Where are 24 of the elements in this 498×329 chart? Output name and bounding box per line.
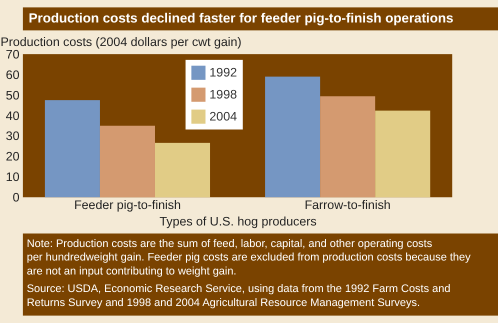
chart-title: Production costs declined faster for feeder pig-to-finish operations — [28, 10, 454, 26]
bar — [154, 142, 210, 198]
text: Note: Production costs are the sum of feed, labor, capital, and other operating costs per hundredweight gain. Feeder pig costs are excluded from production costs because they are not an input contributing to weight gain. — [26, 238, 472, 278]
legend-label: 1998 — [209, 88, 238, 102]
y-tick-label: 60 — [6, 68, 20, 82]
y-tick-label: 0 — [12, 190, 20, 205]
bar — [100, 126, 155, 198]
x-axis-title: Types of U.S. hog producers — [160, 214, 317, 228]
y-tick-label: 20 — [6, 150, 20, 164]
y-tick-label: 10 — [6, 170, 20, 184]
bar — [265, 76, 320, 198]
legend-label: 2004 — [209, 109, 238, 124]
y-tick-label: 50 — [6, 88, 20, 102]
y-tick-label: 40 — [6, 108, 20, 123]
y-tick-label: 30 — [6, 129, 20, 144]
y-axis-title: Production costs (2004 dollars per cwt gain) — [0, 35, 242, 50]
bar — [44, 100, 100, 198]
bar — [375, 110, 430, 198]
bar — [320, 96, 376, 198]
legend-label: 1992 — [209, 66, 238, 80]
source-note: Source: USDA, Economic Research Service, using data from the 1992 Farm Costs and Returns Survey and 1998 and 2004 Agricultural Resource Management Surveys. — [26, 283, 450, 310]
x-tick-label: Feeder pig-to-finish — [74, 198, 181, 212]
x-tick-label: Farrow-to-finish — [304, 198, 391, 212]
y-tick-label: 70 — [6, 47, 20, 62]
